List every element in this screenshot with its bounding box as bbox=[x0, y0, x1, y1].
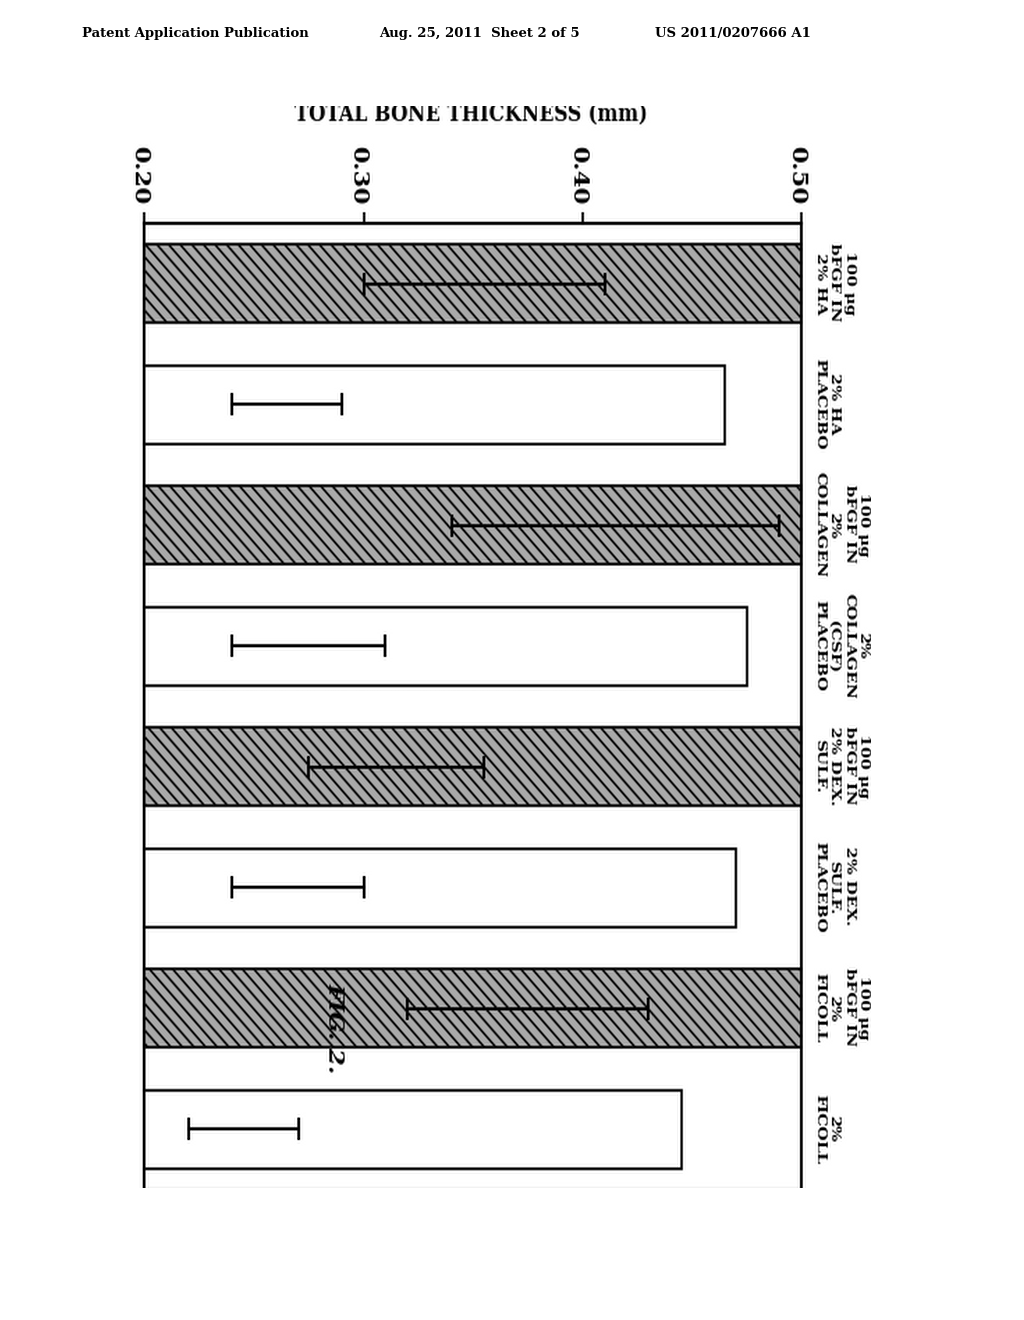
Text: US 2011/0207666 A1: US 2011/0207666 A1 bbox=[655, 26, 811, 40]
Text: Patent Application Publication: Patent Application Publication bbox=[82, 26, 308, 40]
Text: Aug. 25, 2011  Sheet 2 of 5: Aug. 25, 2011 Sheet 2 of 5 bbox=[379, 26, 580, 40]
